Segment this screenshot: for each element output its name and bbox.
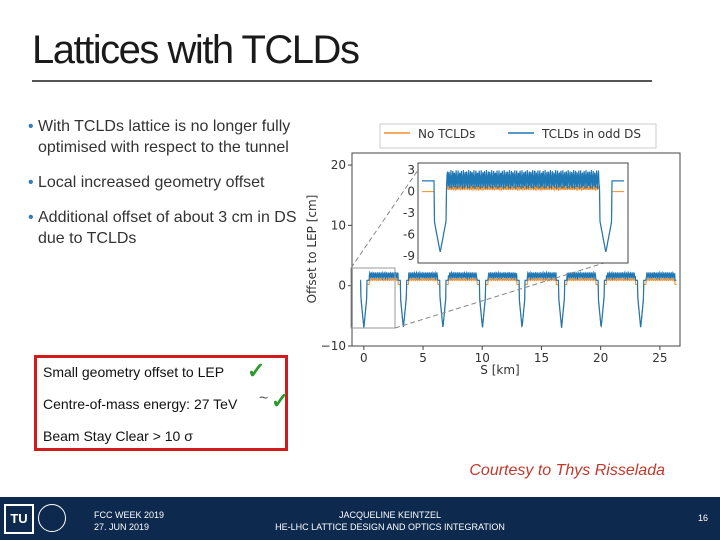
inset-series-no-tclds-line	[422, 184, 624, 252]
offset-chart: No TCLDs TCLDs in odd DS 0 5 10 15 20 25 −10 0…	[305, 123, 681, 377]
zoom-guide-line	[350, 169, 419, 269]
callout-line-geometry: Small geometry offset to LEP	[43, 364, 225, 380]
checkmark-icon: ✓	[271, 388, 290, 413]
y-axis-label: Offset to LEP [cm]	[305, 195, 319, 304]
university-seal-icon	[38, 504, 66, 532]
x-tick-label: 20	[593, 351, 608, 365]
series-no-tclds-line	[360, 277, 677, 329]
bullet-text: With TCLDs lattice is no longer fully op…	[38, 118, 291, 156]
callout-line-bsc: Beam Stay Clear > 10 σ	[43, 428, 193, 444]
y-tick-label: 20	[331, 158, 346, 172]
slide-footer: TU FCC WEEK 2019 27. JUN 2019 JACQUELINE…	[0, 497, 720, 540]
legend-box	[379, 123, 657, 149]
slide-title: Lattices with TCLDs	[32, 28, 360, 72]
bullet-text: Local increased geometry offset	[38, 174, 265, 191]
tu-wien-logo: TU	[4, 504, 34, 534]
x-tick-label: 5	[419, 351, 427, 365]
footer-event: FCC WEEK 2019	[94, 510, 165, 520]
x-axis-label: S [km]	[480, 363, 519, 377]
callout-box: Small geometry offset to LEP ✓ Centre-of…	[34, 355, 290, 451]
title-underline	[32, 80, 652, 82]
plot-frame	[351, 152, 681, 347]
footer-author: JACQUELINE KEINTZEL	[338, 510, 442, 520]
page-number: 16	[697, 513, 708, 523]
tilde-symbol: ~	[259, 390, 269, 407]
bullet-item: • Local increased geometry offset	[28, 172, 298, 193]
zoom-region-box	[350, 267, 396, 329]
bullet-text: Additional offset of about 3 cm in DS du…	[38, 209, 297, 247]
y-axis: −10 0 10 20	[321, 158, 352, 353]
footer-date: 27. JUN 2019	[94, 522, 150, 532]
x-tick-label: 10	[475, 351, 490, 365]
zoom-guide-line	[394, 257, 621, 329]
bullet-dot-icon: •	[28, 118, 34, 135]
x-tick-label: 15	[534, 351, 549, 365]
inset-y-tick-label: -6	[403, 227, 415, 241]
footer-subtitle: HE-LHC LATTICE DESIGN AND OPTICS INTEGRA…	[275, 522, 505, 532]
inset-y-tick-label: 3	[407, 163, 415, 177]
inset-y-axis: 3 0 -3 -6 -9	[403, 163, 415, 263]
x-axis: 0 5 10 15 20 25	[360, 346, 668, 365]
callout-line-energy: Centre-of-mass energy: 27 TeV	[43, 396, 238, 412]
legend-label-tclds: TCLDs in odd DS	[541, 127, 641, 141]
inset-y-tick-label: 0	[407, 185, 415, 199]
bullet-list: • With TCLDs lattice is no longer fully o…	[28, 116, 298, 263]
bullet-dot-icon: •	[28, 209, 34, 226]
footer-event-info: FCC WEEK 2019 27. JUN 2019	[94, 509, 164, 533]
y-tick-label: 0	[338, 279, 346, 293]
bullet-item: • Additional offset of about 3 cm in DS d…	[28, 207, 298, 249]
inset-y-tick-label: -9	[403, 249, 415, 263]
y-tick-label: 10	[331, 218, 346, 232]
bullet-dot-icon: •	[28, 174, 34, 191]
inset-series-tclds-line	[422, 170, 624, 252]
footer-author-info: JACQUELINE KEINTZEL HE-LHC LATTICE DESIG…	[240, 509, 540, 533]
checkmark-icon: ✓	[247, 358, 266, 383]
y-tick-label: −10	[321, 339, 346, 353]
x-tick-label: 25	[652, 351, 667, 365]
series-tclds-line	[360, 270, 677, 328]
courtesy-note: Courtesy to Thys Risselada	[469, 462, 665, 479]
bullet-item: • With TCLDs lattice is no longer fully o…	[28, 116, 298, 158]
x-tick-label: 0	[360, 351, 368, 365]
inset-y-tick-label: -3	[403, 206, 415, 220]
legend-label-no-tclds: No TCLDs	[418, 127, 475, 141]
